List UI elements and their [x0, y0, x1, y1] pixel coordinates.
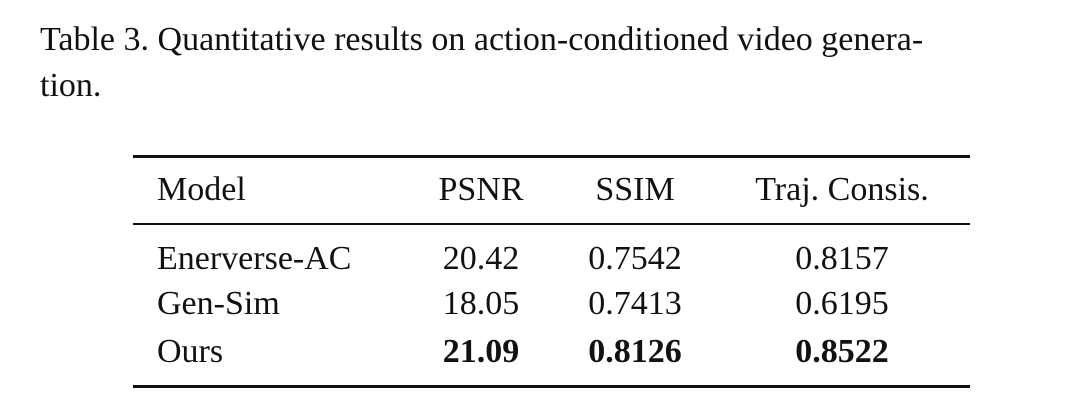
- cell: 0.7413: [588, 285, 682, 322]
- cell: Gen-Sim: [157, 285, 280, 322]
- cell: 0.8126: [588, 333, 682, 370]
- cell: 0.8157: [795, 240, 889, 277]
- header-cell: Traj. Consis.: [755, 171, 929, 208]
- top-rule: [133, 155, 970, 158]
- header-cell: Model: [157, 171, 246, 208]
- cell: 21.09: [442, 333, 520, 370]
- bottom-rule: [133, 385, 970, 388]
- cell: 0.8522: [795, 333, 889, 370]
- cell: Enerverse-AC: [157, 240, 352, 277]
- cell: 0.7542: [588, 240, 682, 277]
- mid-rule: [133, 223, 970, 225]
- cell: Ours: [157, 333, 224, 370]
- cell: 0.6195: [795, 285, 889, 322]
- header-cell: PSNR: [438, 171, 524, 208]
- cell: 20.42: [442, 240, 520, 277]
- caption-line: Table 3. Quantitative results on action-…: [40, 21, 924, 58]
- cell: 18.05: [442, 285, 520, 322]
- header-cell: SSIM: [595, 171, 675, 208]
- caption-line: tion.: [40, 67, 102, 104]
